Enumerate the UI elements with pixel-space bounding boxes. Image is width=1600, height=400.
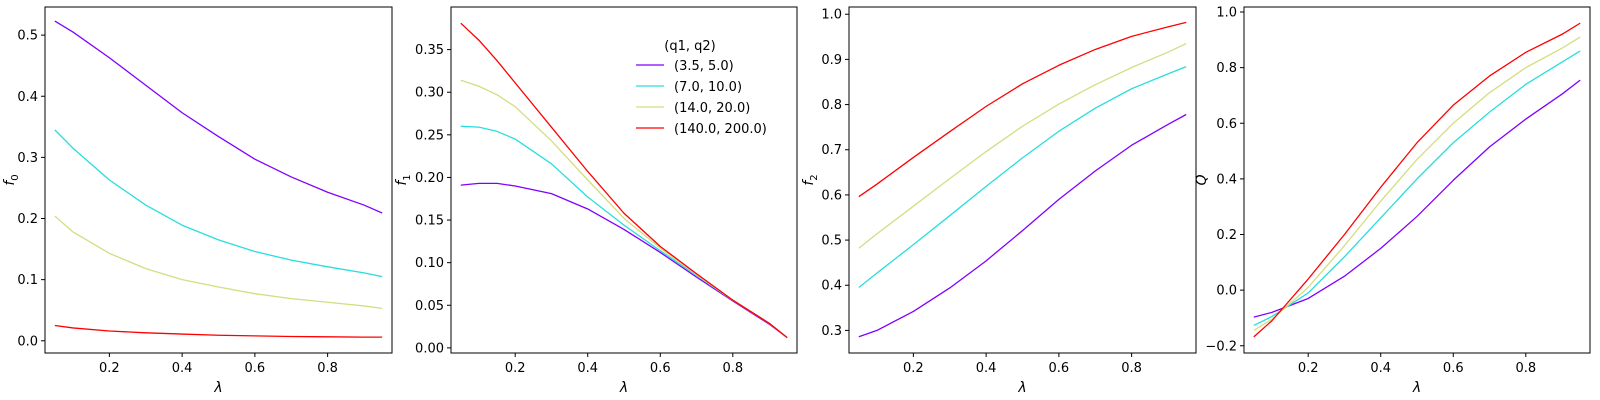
legend-entry: (3.5, 5.0) [636, 59, 734, 74]
y-tick-label: 1.0 [821, 8, 842, 23]
x-tick-label: 0.4 [976, 361, 997, 376]
y-tick-label: 0.6 [1216, 117, 1237, 132]
x-tick-label: 0.2 [99, 361, 120, 376]
y-tick-label: 0.00 [415, 341, 444, 356]
y-tick-label: 0.4 [821, 279, 842, 294]
legend-title: (q1, q2) [664, 39, 715, 54]
x-tick-label: 0.2 [1298, 361, 1319, 376]
series-lines [1254, 23, 1580, 337]
series-line-4 [1254, 23, 1580, 337]
series-line-2 [859, 67, 1186, 288]
series-line-1 [859, 115, 1186, 337]
x-tick-label: 0.2 [505, 361, 526, 376]
y-tick-label: 0.4 [1216, 172, 1237, 187]
y-tick-label: 0.0 [17, 334, 38, 349]
series-line-4 [461, 23, 787, 337]
y-tick-label: 0.6 [821, 188, 842, 203]
axes-frame [849, 7, 1196, 353]
y-tick-label: 0.35 [415, 43, 444, 58]
y-axis-label: f2 [801, 174, 820, 185]
x-axis-label: λ [213, 380, 222, 396]
x-tick-label: 0.8 [1121, 361, 1142, 376]
y-tick-label: 0.5 [821, 234, 842, 249]
series-line-1 [1254, 80, 1580, 317]
chart-panel-4: 0.2 0.4 0.6 0.8 −0.2 0.0 0.2 0.4 0.6 0.8 1.0 λ Q [1194, 6, 1590, 396]
series-lines [859, 22, 1186, 336]
y-tick-label: 0.2 [17, 212, 38, 227]
y-tick-label: 0.3 [821, 324, 842, 339]
y-tick-label: 0.25 [415, 128, 444, 143]
chart-panel-2: 0.2 0.4 0.6 0.8 0.00 0.05 0.10 0.15 0.20 0.25 0.30… [394, 7, 797, 396]
x-axis-label: λ [1017, 380, 1026, 396]
x-tick-label: 0.8 [722, 361, 743, 376]
x-tick-label: 0.8 [317, 361, 338, 376]
y-tick-label: 0.20 [415, 171, 444, 186]
series-line-3 [461, 80, 787, 337]
x-tick-label: 0.2 [903, 361, 924, 376]
y-tick-label: 0.3 [17, 151, 38, 166]
y-tick-label: 0.1 [17, 273, 38, 288]
legend-entries: (3.5, 5.0) (7.0, 10.0) (14.0, 20.0) (140.0,… [636, 59, 767, 137]
x-tick-label: 0.6 [650, 361, 671, 376]
y-tick-label: 0.05 [415, 299, 444, 314]
y-axis-label: f0 [2, 174, 21, 185]
legend-entry: (14.0, 20.0) [636, 101, 750, 116]
series-line-2 [461, 126, 787, 337]
x-tick-label: 0.6 [1049, 361, 1070, 376]
y-tick-label: 0.5 [17, 29, 38, 44]
series-line-3 [55, 216, 382, 308]
y-tick-label: 0.15 [415, 214, 444, 229]
x-tick-label: 0.4 [577, 361, 598, 376]
series-line-2 [55, 130, 382, 277]
series-line-1 [55, 21, 382, 213]
x-tick-label: 0.4 [1370, 361, 1391, 376]
y-tick-label: 0.8 [821, 98, 842, 113]
chart-panel-1: 0.2 0.4 0.6 0.8 0.0 0.1 0.2 0.3 0.4 0.5 λ f0 [2, 7, 392, 396]
y-tick-label: 0.9 [821, 53, 842, 68]
y-axis-label: f1 [394, 174, 413, 185]
series-line-3 [859, 44, 1186, 249]
y-tick-label: 0.2 [1216, 228, 1237, 243]
legend-entry: (7.0, 10.0) [636, 80, 742, 95]
legend-label: (14.0, 20.0) [674, 101, 750, 116]
legend-label: (140.0, 200.0) [674, 122, 767, 137]
legend: (q1, q2) (3.5, 5.0) (7.0, 10.0) (14.0, 20.… [636, 39, 767, 137]
y-tick-label: 0.0 [1216, 284, 1237, 299]
y-tick-label: 0.4 [17, 90, 38, 105]
y-tick-label: 0.10 [415, 256, 444, 271]
chart-panel-3: 0.2 0.4 0.6 0.8 0.3 0.4 0.5 0.6 0.7 0.8 0.9 1.0 λ f2 [801, 7, 1196, 396]
x-tick-label: 0.4 [172, 361, 193, 376]
x-tick-label: 0.6 [245, 361, 266, 376]
y-axis-label: Q [1194, 174, 1210, 185]
y-tick-label: 0.30 [415, 86, 444, 101]
series-lines [55, 21, 382, 337]
series-line-4 [859, 22, 1186, 196]
x-tick-label: 0.8 [1515, 361, 1536, 376]
legend-label: (7.0, 10.0) [674, 80, 742, 95]
y-tick-label: −0.2 [1205, 339, 1237, 354]
legend-label: (3.5, 5.0) [674, 59, 734, 74]
series-line-4 [55, 325, 382, 337]
y-tick-label: 0.8 [1216, 61, 1237, 76]
axes-frame [451, 7, 797, 353]
series-line-2 [1254, 51, 1580, 326]
axes-frame [45, 7, 392, 353]
legend-entry: (140.0, 200.0) [636, 122, 767, 137]
x-axis-label: λ [1412, 380, 1421, 396]
y-tick-label: 0.7 [821, 143, 842, 158]
y-tick-label: 1.0 [1216, 6, 1237, 21]
series-lines [461, 23, 787, 337]
x-tick-label: 0.6 [1443, 361, 1464, 376]
series-line-1 [461, 183, 787, 337]
x-axis-label: λ [619, 380, 628, 396]
